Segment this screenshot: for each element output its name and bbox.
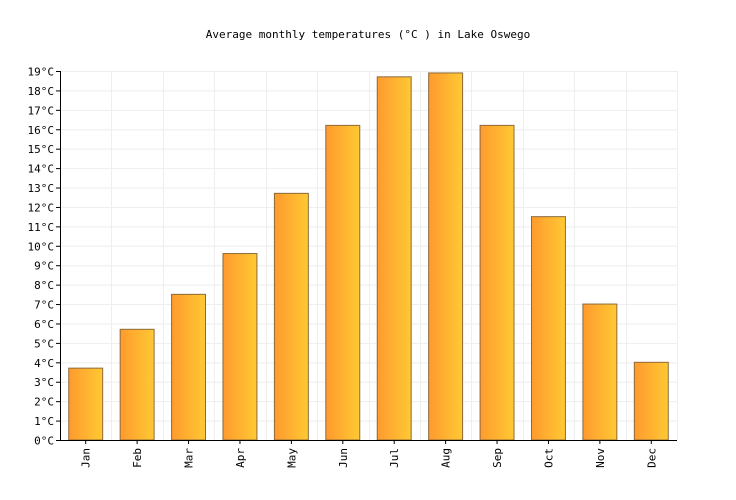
x-tick-label: Sep: [491, 448, 504, 468]
y-tick-label: 2°C: [34, 396, 54, 409]
bar-feb: [119, 328, 155, 441]
x-tick-label: Apr: [234, 448, 247, 468]
x-tick-label: Jun: [337, 448, 350, 468]
bar-jun: [325, 124, 361, 441]
y-tick-label: 16°C: [28, 124, 55, 137]
x-tick-label: Feb: [131, 448, 144, 468]
y-tick-label: 12°C: [28, 201, 55, 214]
bar-jan: [68, 367, 104, 441]
y-tick-label: 13°C: [28, 182, 55, 195]
bar-apr: [222, 253, 258, 441]
x-tick-label: Mar: [183, 448, 196, 468]
y-tick-label: 15°C: [28, 143, 55, 156]
y-tick-label: 1°C: [34, 415, 54, 428]
y-tick-label: 14°C: [28, 163, 55, 176]
bar-aug: [428, 72, 464, 441]
x-tick-label: Nov: [594, 448, 607, 468]
y-tick-label: 4°C: [34, 357, 54, 370]
x-tick-label: Jan: [80, 448, 93, 468]
bar-dec: [633, 361, 669, 441]
y-tick-label: 5°C: [34, 337, 54, 350]
y-tick-label: 8°C: [34, 279, 54, 292]
y-tick-label: 9°C: [34, 260, 54, 273]
bar-oct: [530, 216, 566, 441]
y-tick-label: 7°C: [34, 299, 54, 312]
bar-nov: [582, 303, 618, 441]
x-tick-label: Dec: [645, 448, 658, 468]
x-tick-label: Aug: [440, 448, 453, 468]
y-tick-label: 11°C: [28, 221, 55, 234]
y-tick-label: 0°C: [34, 435, 54, 448]
y-tick-label: 6°C: [34, 318, 54, 331]
bar-sep: [479, 124, 515, 441]
bar-jul: [376, 76, 412, 441]
x-tick-label: Oct: [542, 448, 555, 468]
y-tick-label: 17°C: [28, 104, 55, 117]
bar-may: [273, 192, 309, 441]
y-tick-label: 19°C: [28, 66, 55, 79]
y-tick-label: 18°C: [28, 85, 55, 98]
y-tick-label: 3°C: [34, 376, 54, 389]
x-tick-label: May: [285, 448, 298, 468]
bar-mar: [171, 293, 207, 441]
x-tick-label: Jul: [388, 448, 401, 468]
chart-title: Average monthly temperatures (°C ) in La…: [205, 28, 531, 41]
y-tick-label: 10°C: [28, 240, 55, 253]
